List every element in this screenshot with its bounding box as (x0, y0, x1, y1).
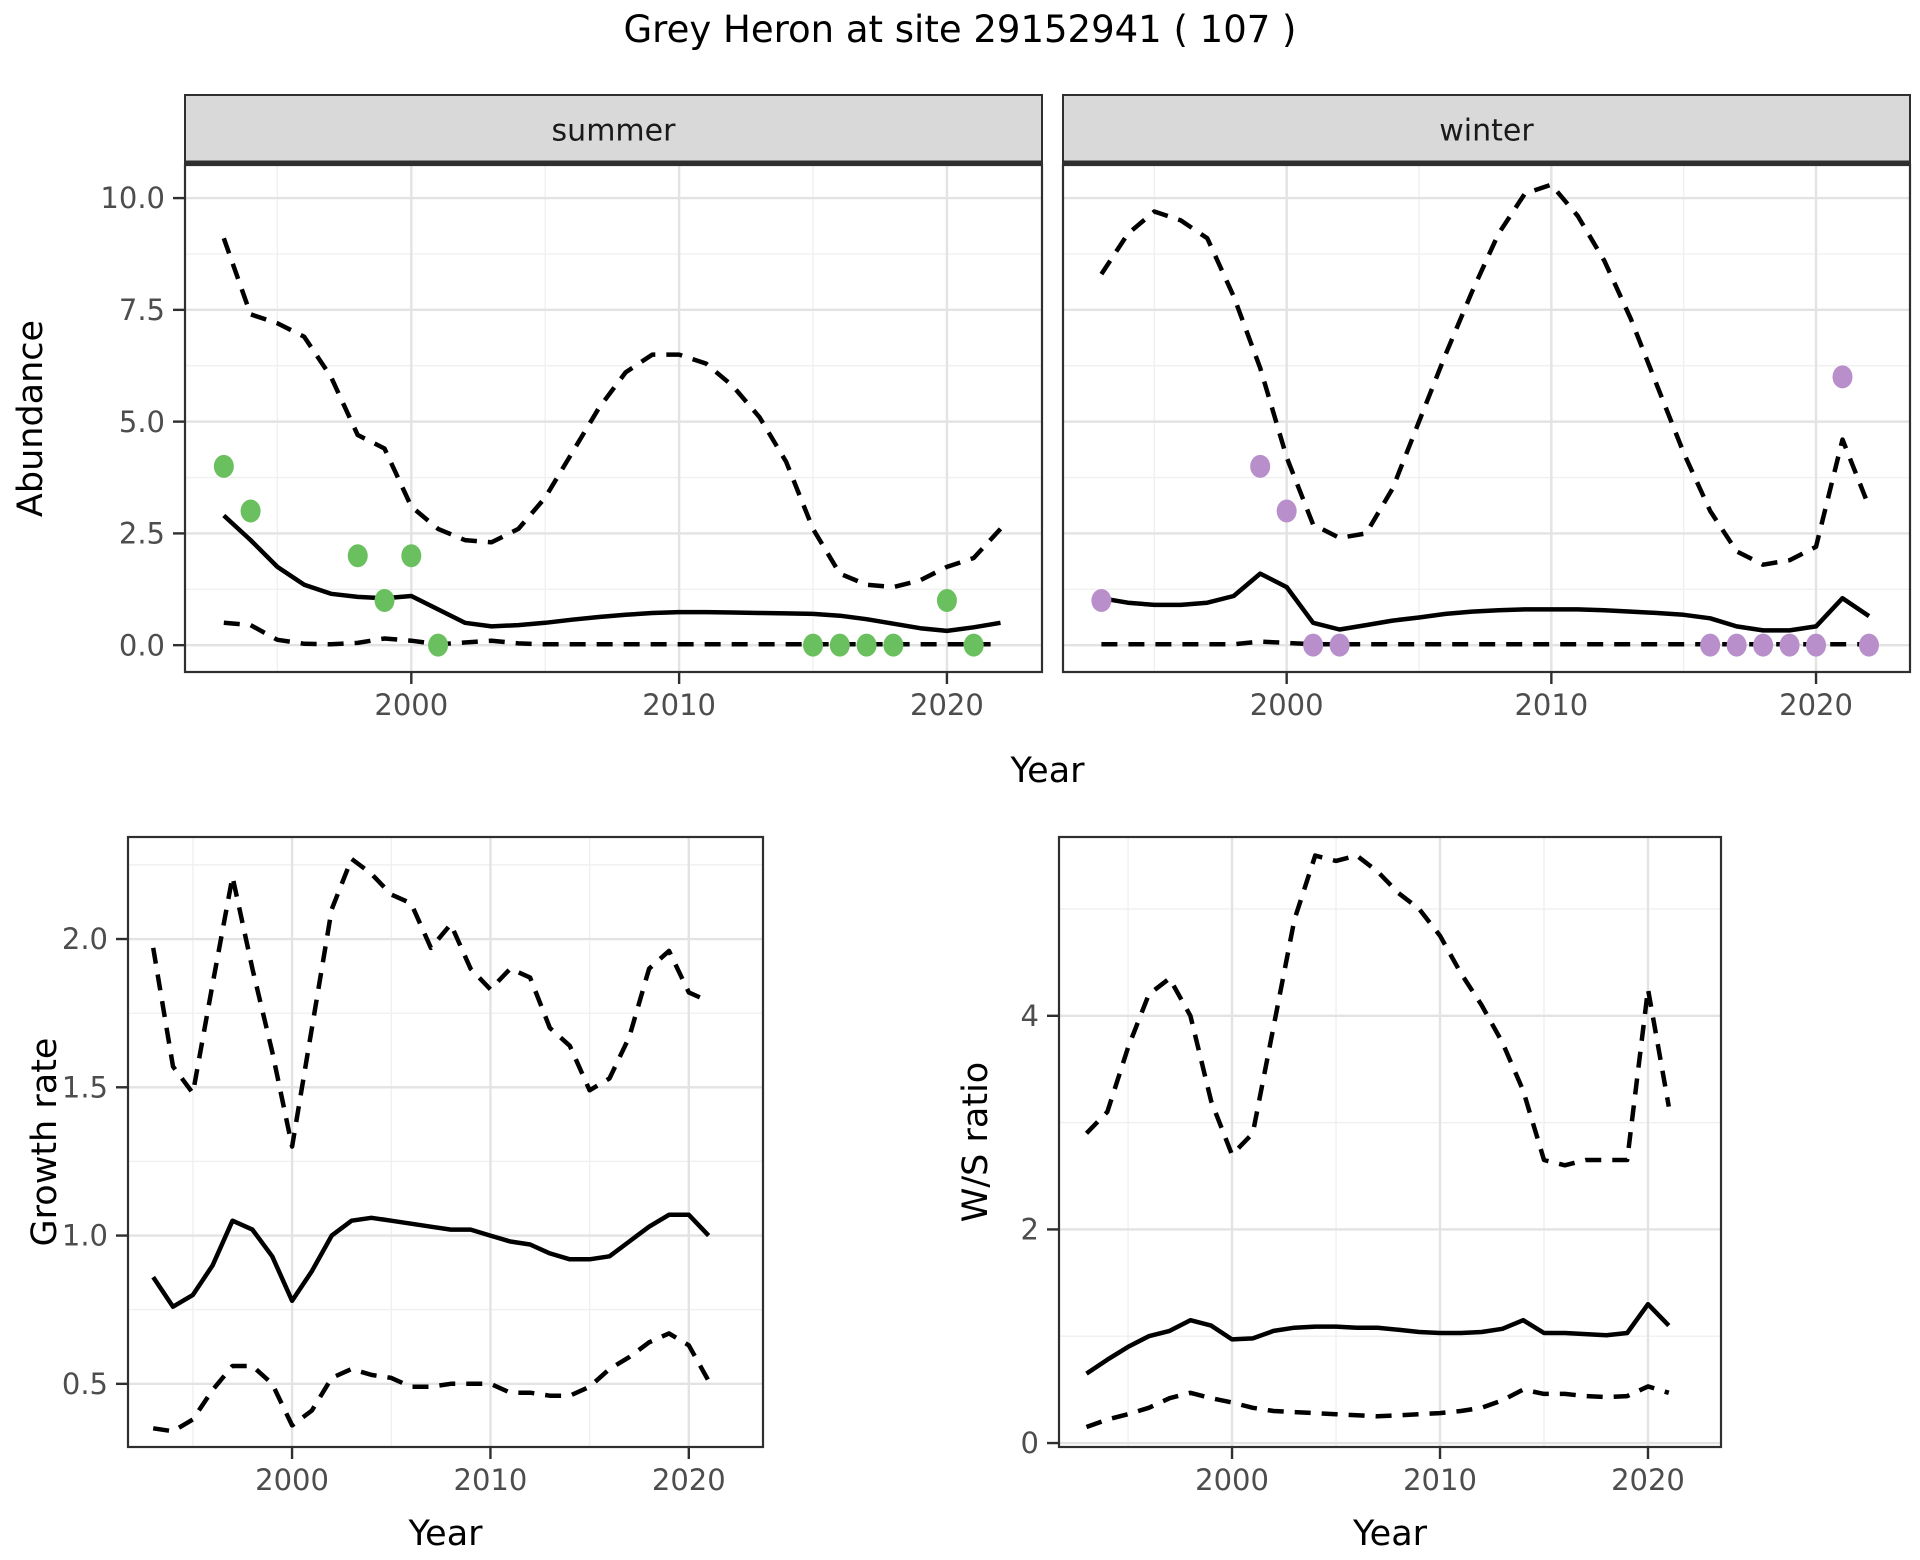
summer-observation-point (347, 544, 368, 568)
y-tick-label: 5.0 (119, 405, 165, 439)
panel-growth-rate: 2000 2010 2020 0.5 1.0 1.5 2.0 (62, 835, 765, 1497)
facet-strip-winter: winter (1062, 94, 1911, 166)
x-tick-label: 2000 (374, 688, 448, 722)
summer-observation-point (803, 633, 824, 657)
strip-bg (184, 94, 1043, 166)
winter-observation-point (1329, 633, 1350, 657)
winter-observation-point (1726, 633, 1747, 657)
x-tick-label: 2020 (1779, 688, 1853, 722)
facet-strip-label: winter (1439, 114, 1534, 149)
ws-ratio-panel-border (1057, 835, 1723, 1449)
growth-y-axis-title: Growth rate (25, 1038, 65, 1247)
y-tick-label: 2.0 (62, 922, 108, 956)
winter-panel-border (1061, 163, 1912, 674)
growth-rate-panel-border (126, 835, 765, 1449)
x-tick-label: 2010 (642, 688, 716, 722)
winter-observation-point (1832, 365, 1853, 389)
ws-ratio-panel-bg (1059, 837, 1721, 1447)
winter-observation-point (1753, 633, 1774, 657)
y-tick-label: 7.5 (119, 293, 165, 327)
summer-observation-point (856, 633, 877, 657)
winter-observation-point (1858, 633, 1879, 657)
ws-y-axis-title: W/S ratio (956, 1062, 996, 1222)
summer-panel-border (183, 163, 1044, 674)
x-tick-label: 2020 (1611, 1463, 1685, 1497)
y-tick-label: 10.0 (100, 181, 165, 215)
panel-winter: 2000 2010 2020 (1061, 163, 1912, 722)
y-tick-label: 1.0 (62, 1219, 108, 1253)
summer-upper-ci-line (221, 237, 1003, 590)
winter-lower-ci-line (1101, 639, 1869, 647)
winter-observation-point (1806, 633, 1827, 657)
summer-series (213, 237, 1003, 657)
winter-observation-point (1700, 633, 1721, 657)
ws-ratio-median-line (1085, 1301, 1671, 1376)
summer-panel-bg (185, 165, 1042, 672)
summer-observation-point (374, 588, 395, 612)
ws-ratio-series (1084, 853, 1672, 1430)
x-tick-label: 2010 (454, 1463, 528, 1497)
winter-panel-bg (1063, 165, 1910, 672)
summer-observation-point (401, 544, 422, 568)
summer-observation-point (428, 633, 449, 657)
panel-ws-ratio: 2000 2010 2020 0 2 4 (1021, 835, 1723, 1497)
ws-x-axis-title: Year (1352, 1514, 1428, 1554)
growth-rate-series (150, 856, 711, 1434)
winter-observation-point (1779, 633, 1800, 657)
winter-upper-ci-line (1099, 182, 1872, 567)
winter-observation-point (1276, 499, 1297, 523)
winter-observation-point (1091, 588, 1112, 612)
y-tick-label: 0.0 (119, 628, 165, 662)
winter-median-line (1101, 571, 1871, 633)
y-tick-label: 2 (1021, 1213, 1039, 1247)
page-title: Grey Heron at site 29152941 ( 107 ) (623, 8, 1297, 51)
x-tick-label: 2000 (255, 1463, 329, 1497)
summer-observation-point (240, 499, 261, 523)
facet-strip-label: summer (552, 114, 677, 149)
facet-strip-summer: summer (184, 94, 1043, 166)
winter-observation-point (1250, 454, 1271, 478)
x-tick-label: 2010 (1403, 1463, 1477, 1497)
growth-rate-lower-ci-line (152, 1331, 711, 1434)
top-x-axis-title: Year (1009, 751, 1085, 791)
growth-rate-median-line (151, 1212, 711, 1309)
y-tick-label: 4 (1021, 999, 1039, 1033)
x-tick-label: 2000 (1250, 688, 1324, 722)
growth-rate-upper-ci-line (150, 856, 710, 1149)
ws-ratio-upper-ci-line (1084, 853, 1672, 1168)
y-tick-label: 2.5 (119, 517, 165, 551)
x-tick-label: 2010 (1514, 688, 1588, 722)
growth-x-axis-title: Year (407, 1514, 483, 1554)
y-tick-label: 1.5 (62, 1070, 108, 1104)
strip-bg (1062, 94, 1911, 166)
summer-median-line (222, 513, 1001, 634)
y-tick-label: 0 (1021, 1426, 1039, 1460)
winter-series (1091, 182, 1879, 657)
summer-observation-point (963, 633, 984, 657)
summer-observation-point (883, 633, 904, 657)
summer-observation-point (936, 588, 957, 612)
x-tick-label: 2000 (1195, 1463, 1269, 1497)
summer-observation-point (213, 454, 234, 478)
panel-summer: 2000 2010 2020 0.0 2.5 5.0 7.5 10.0 (100, 163, 1044, 722)
y-tick-label: 0.5 (62, 1367, 108, 1401)
summer-observation-point (829, 633, 850, 657)
top-y-axis-title: Abundance (11, 320, 51, 517)
x-tick-label: 2020 (910, 688, 984, 722)
winter-observation-point (1303, 633, 1324, 657)
ws-ratio-lower-ci-line (1085, 1384, 1670, 1430)
x-tick-label: 2020 (652, 1463, 726, 1497)
